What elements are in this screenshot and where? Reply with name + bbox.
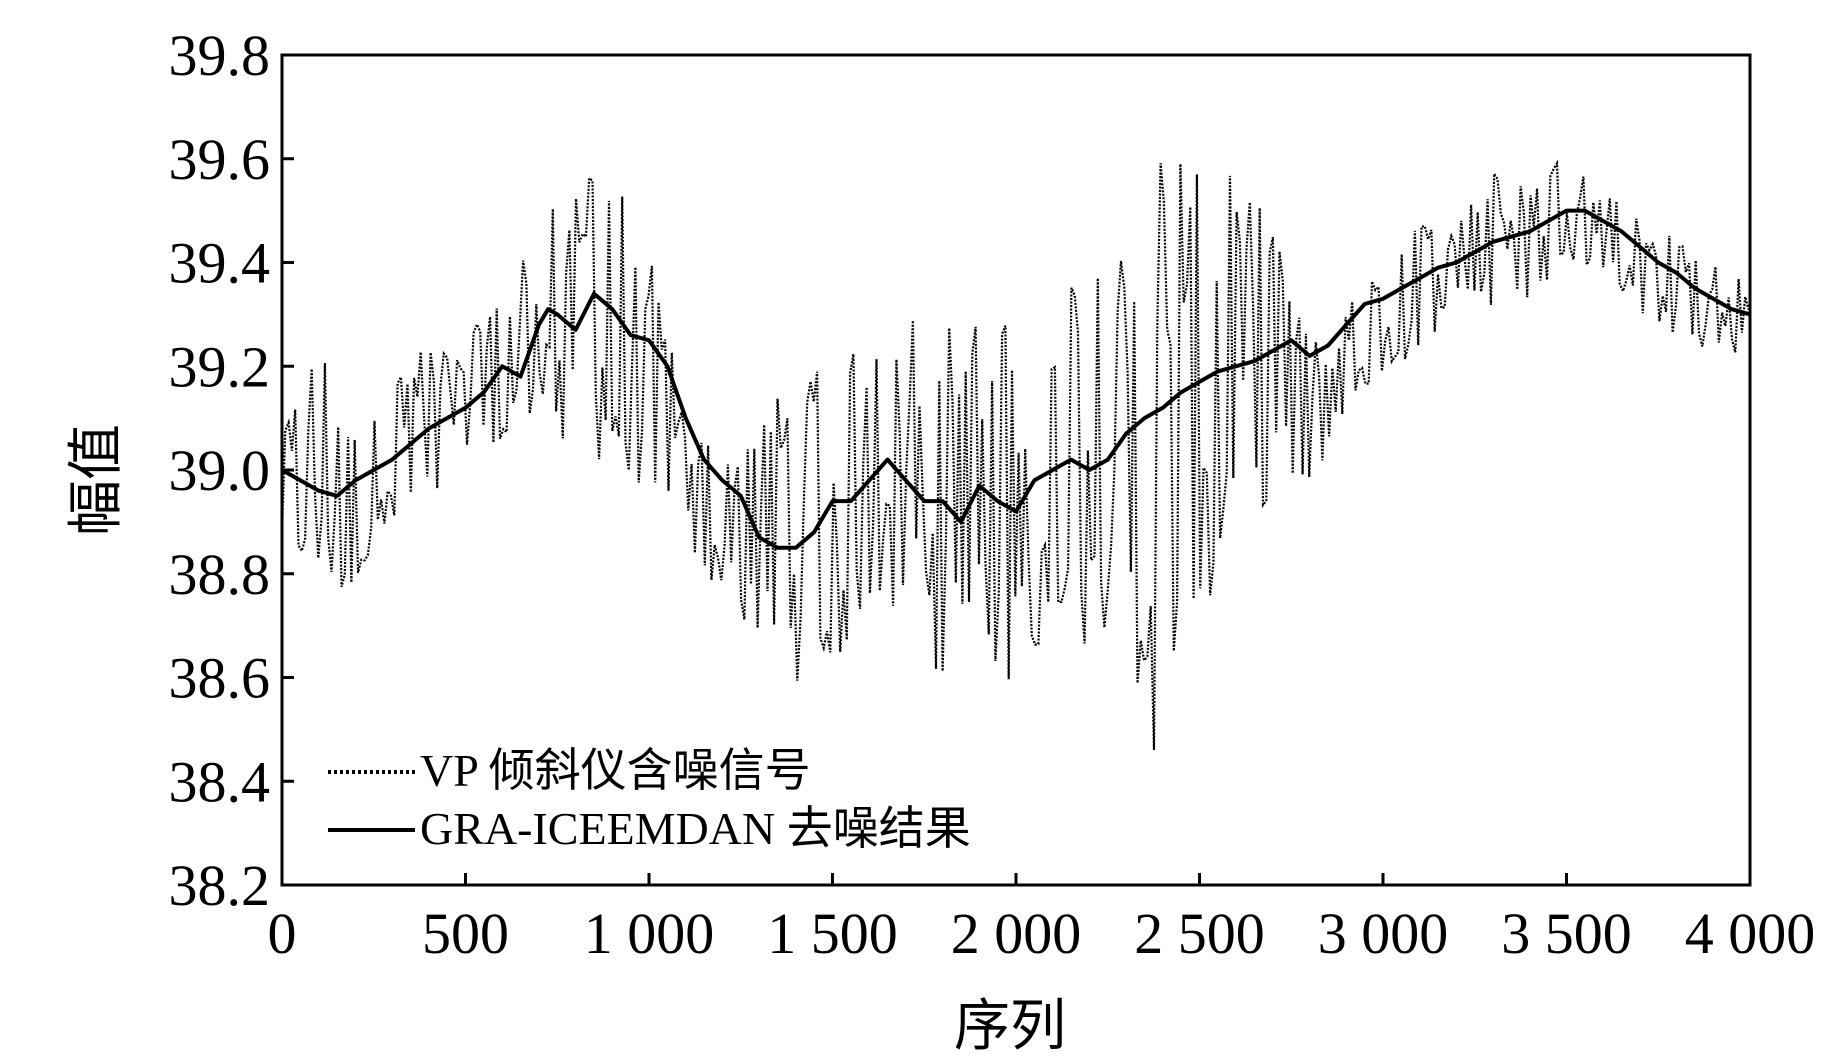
legend: VP 倾斜仪含噪信号 GRA-ICEEMDAN 去噪结果	[328, 745, 971, 854]
y-tick-label: 39.4	[169, 231, 271, 296]
x-axis: 0 500 1 000 1 500 2 000 2 500 3 000 3 500 4 000	[268, 873, 1816, 966]
x-tick-label: 2 000	[951, 901, 1082, 966]
y-tick-label: 39.2	[169, 334, 271, 399]
y-tick-label: 39.8	[169, 23, 271, 88]
y-tick-label: 38.4	[169, 749, 271, 814]
y-axis: 38.2 38.4 38.6 38.8 39.0 39.2 39.4 39.6 39.8	[169, 23, 294, 918]
x-axis-title: 序列	[954, 994, 1066, 1059]
noisy-signal-line	[280, 159, 1750, 750]
denoised-signal-series	[281, 208, 1751, 550]
legend-label-noisy: VP 倾斜仪含噪信号	[420, 745, 811, 796]
y-tick-label: 39.6	[169, 127, 271, 192]
x-tick-label: 1 000	[584, 901, 715, 966]
y-axis-title: 幅值	[64, 424, 129, 536]
y-tick-label: 38.2	[169, 853, 271, 918]
denoised-signal-line	[281, 208, 1751, 550]
x-tick-label: 500	[422, 901, 509, 966]
x-tick-label: 3 500	[1501, 901, 1632, 966]
x-tick-label: 2 500	[1134, 901, 1265, 966]
y-tick-label: 38.6	[169, 646, 271, 711]
legend-label-denoised: GRA-ICEEMDAN 去噪结果	[420, 803, 971, 854]
x-tick-label: 3 000	[1318, 901, 1449, 966]
y-tick-label: 38.8	[169, 542, 271, 607]
x-tick-label: 0	[268, 901, 297, 966]
y-tick-label: 39.0	[169, 438, 271, 503]
x-tick-label: 4 000	[1685, 901, 1816, 966]
x-tick-label: 1 500	[767, 901, 898, 966]
noisy-signal-series	[280, 159, 1750, 750]
